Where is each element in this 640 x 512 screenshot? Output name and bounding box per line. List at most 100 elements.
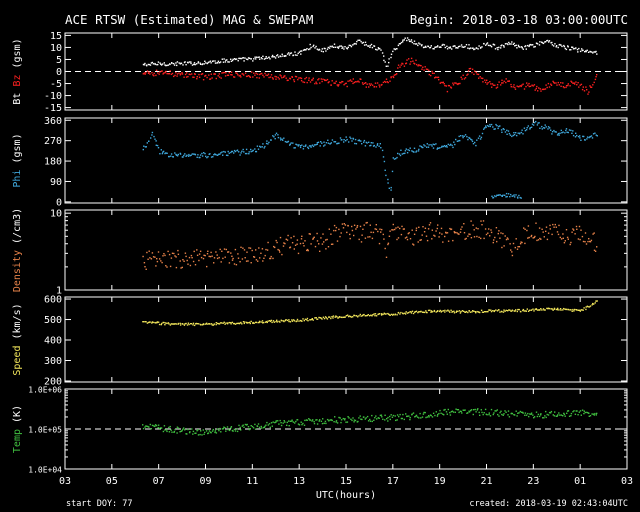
point-phi xyxy=(423,144,425,146)
point-speed xyxy=(192,324,194,326)
point-bt xyxy=(286,53,289,55)
point-phi xyxy=(187,155,190,157)
point-phi xyxy=(547,128,549,130)
point-density xyxy=(580,229,582,231)
point-temp xyxy=(191,428,193,430)
point-speed xyxy=(218,323,221,325)
point-density xyxy=(284,242,286,245)
point-bz xyxy=(426,68,429,71)
point-temp xyxy=(421,416,424,418)
point-bt xyxy=(459,45,461,47)
point-phi xyxy=(531,123,534,125)
point-temp xyxy=(275,421,277,423)
point-bz xyxy=(533,84,536,86)
point-density xyxy=(435,230,437,232)
point-speed xyxy=(303,319,305,322)
point-bz xyxy=(252,76,254,78)
point-bz xyxy=(436,76,438,79)
point-bt xyxy=(277,56,280,58)
point-density xyxy=(475,227,477,229)
point-speed xyxy=(480,309,483,311)
point-phi xyxy=(154,138,156,140)
point-phi xyxy=(283,137,285,139)
point-density xyxy=(274,246,276,249)
point-bz xyxy=(362,83,364,85)
point-bt xyxy=(227,61,229,63)
point-density xyxy=(559,236,561,239)
point-temp xyxy=(554,411,556,413)
point-bt xyxy=(563,44,565,47)
point-phi xyxy=(576,134,578,137)
ytick-label-temp-0: 1.0E+06 xyxy=(28,386,62,395)
point-bt xyxy=(544,41,547,43)
point-temp xyxy=(361,418,363,421)
point-temp xyxy=(149,423,151,426)
point-bz xyxy=(340,82,342,84)
point-phi xyxy=(223,150,225,153)
point-density xyxy=(389,230,391,232)
point-bz xyxy=(447,84,450,87)
point-speed xyxy=(409,311,411,313)
point-temp xyxy=(147,425,149,428)
point-bt xyxy=(258,56,260,58)
point-bt xyxy=(285,55,287,57)
point-density xyxy=(198,259,200,262)
point-density xyxy=(168,253,171,256)
point-density xyxy=(418,226,420,228)
point-speed xyxy=(350,316,353,318)
point-temp xyxy=(174,428,176,431)
point-bz xyxy=(518,85,520,88)
point-temp xyxy=(348,417,350,419)
point-phi xyxy=(212,156,214,158)
point-bt xyxy=(585,50,587,53)
point-phi xyxy=(507,130,510,132)
point-density xyxy=(275,239,277,242)
point-bz xyxy=(210,73,212,75)
point-phi xyxy=(327,142,330,144)
point-density xyxy=(273,245,275,248)
point-phi xyxy=(299,146,302,149)
point-phi xyxy=(303,145,305,148)
point-density xyxy=(407,232,409,235)
point-temp xyxy=(266,421,268,424)
point-temp xyxy=(408,415,410,417)
point-temp xyxy=(239,426,241,429)
point-temp xyxy=(409,416,411,419)
point-phi xyxy=(415,151,417,153)
point-density xyxy=(490,229,492,231)
point-phi xyxy=(418,148,420,151)
point-density xyxy=(433,234,435,237)
point-phi xyxy=(533,121,536,124)
point-bz xyxy=(253,72,255,74)
point-density xyxy=(283,242,285,244)
point-bz xyxy=(571,81,573,83)
point-speed xyxy=(593,303,595,305)
point-phi xyxy=(467,138,469,141)
point-phi xyxy=(228,152,230,154)
point-density xyxy=(257,260,259,262)
point-bz xyxy=(445,85,447,87)
point-bz xyxy=(155,74,157,77)
point-bt xyxy=(212,60,214,62)
point-phi xyxy=(146,142,148,144)
point-temp xyxy=(538,415,541,418)
point-phi xyxy=(366,142,368,144)
point-temp xyxy=(280,424,283,427)
point-density xyxy=(245,260,248,262)
point-phi xyxy=(241,150,243,152)
point-temp xyxy=(363,416,365,418)
point-speed xyxy=(334,316,336,318)
point-density xyxy=(473,229,475,231)
point-density xyxy=(174,255,176,257)
point-bt xyxy=(448,46,450,49)
point-phi xyxy=(496,125,498,127)
point-bz xyxy=(573,82,575,84)
point-density xyxy=(291,242,294,244)
point-density xyxy=(469,233,471,236)
point-speed xyxy=(332,315,335,317)
point-temp xyxy=(302,422,304,425)
point-density xyxy=(351,229,354,232)
point-temp xyxy=(357,420,359,423)
point-phi xyxy=(441,145,443,147)
point-temp xyxy=(454,411,456,413)
